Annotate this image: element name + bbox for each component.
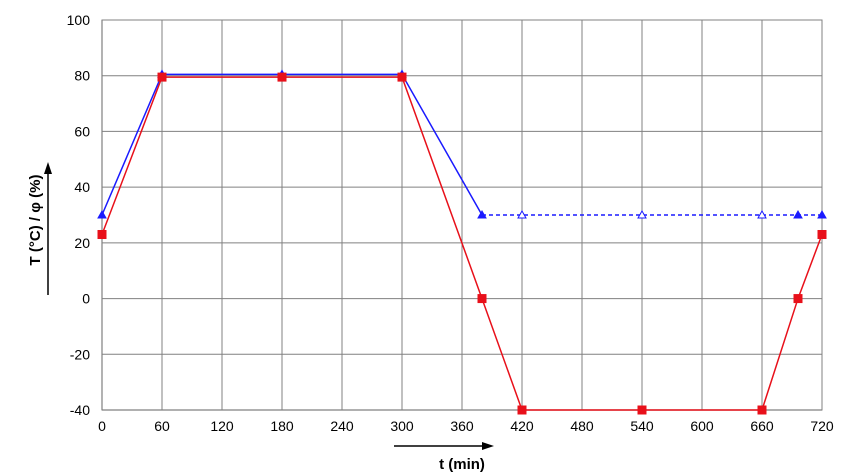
data-point bbox=[477, 294, 487, 304]
x-tick-label: 360 bbox=[450, 418, 474, 434]
x-tick-label: 300 bbox=[390, 418, 414, 434]
y-tick-label: 0 bbox=[82, 291, 90, 307]
x-axis-title-group: t (min) bbox=[394, 442, 494, 473]
data-point bbox=[517, 209, 527, 219]
series-2 bbox=[97, 72, 827, 415]
data-point bbox=[637, 405, 647, 415]
data-point bbox=[517, 405, 527, 415]
data-point bbox=[397, 72, 407, 82]
series-1 bbox=[97, 69, 827, 219]
y-tick-label: 80 bbox=[74, 68, 90, 84]
data-point bbox=[277, 72, 287, 82]
x-tick-label: 180 bbox=[270, 418, 294, 434]
data-point bbox=[637, 209, 647, 219]
x-tick-label: 420 bbox=[510, 418, 534, 434]
x-tick-label: 540 bbox=[630, 418, 654, 434]
y-tick-label: 20 bbox=[74, 235, 90, 251]
x-tick-label: 660 bbox=[750, 418, 774, 434]
x-tick-label: 240 bbox=[330, 418, 354, 434]
data-point bbox=[793, 209, 803, 219]
x-tick-label: 720 bbox=[810, 418, 834, 434]
series-layer bbox=[97, 69, 827, 415]
x-tick-label: 120 bbox=[210, 418, 234, 434]
data-point bbox=[477, 209, 487, 219]
y-tick-label: -40 bbox=[70, 402, 90, 418]
x-tick-label: 480 bbox=[570, 418, 594, 434]
y-tick-label: 40 bbox=[74, 179, 90, 195]
x-axis-arrow-head bbox=[482, 442, 494, 450]
x-tick-labels: 0 60 120 180 240 300 360 420 480 540 600 660 720 bbox=[98, 418, 834, 434]
y-tick-label: 60 bbox=[74, 123, 90, 139]
y-tick-labels: -40 -20 0 20 40 60 80 100 bbox=[67, 12, 91, 418]
data-point bbox=[757, 405, 767, 415]
y-tick-label: -20 bbox=[70, 346, 90, 362]
x-axis-title: t (min) bbox=[439, 456, 485, 473]
series-line bbox=[101, 76, 823, 411]
data-point bbox=[793, 294, 803, 304]
data-point bbox=[817, 230, 827, 239]
data-point bbox=[97, 230, 107, 239]
data-point bbox=[757, 209, 767, 219]
y-axis-arrow-head bbox=[44, 162, 52, 174]
y-tick-label: 100 bbox=[67, 12, 91, 28]
x-tick-label: 0 bbox=[98, 418, 106, 434]
x-tick-label: 60 bbox=[154, 418, 170, 434]
data-point bbox=[157, 72, 167, 82]
x-tick-label: 600 bbox=[690, 418, 714, 434]
data-point bbox=[817, 209, 827, 219]
y-axis-title: T (°C) / φ (%) bbox=[27, 175, 44, 266]
data-point bbox=[97, 209, 107, 219]
y-axis-title-group: T (°C) / φ (%) bbox=[27, 162, 52, 295]
